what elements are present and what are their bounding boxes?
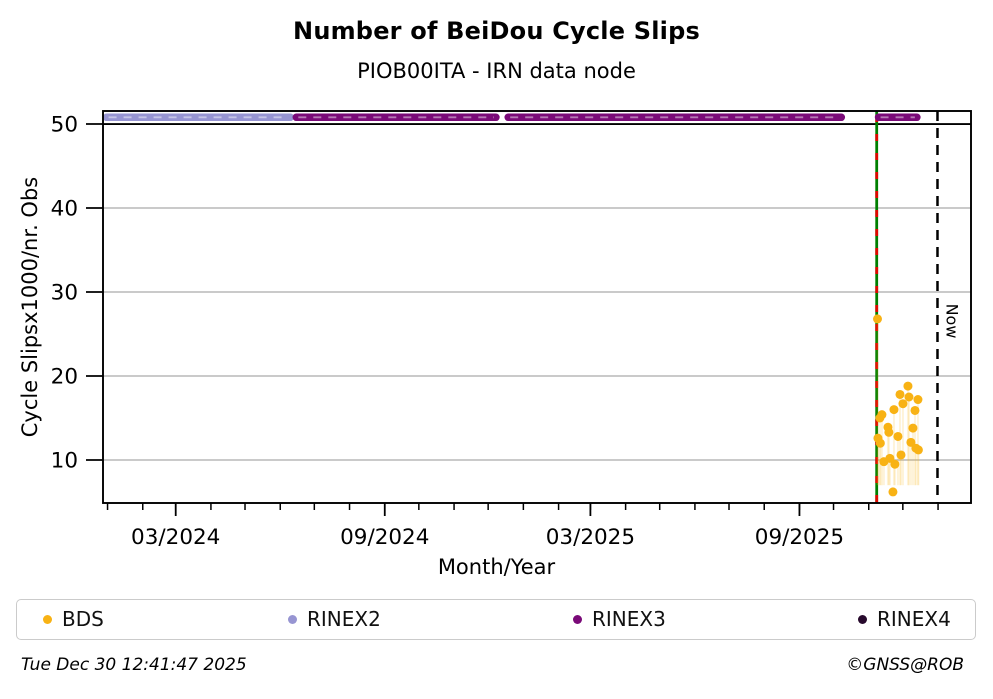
y-tick-label: 10 bbox=[51, 448, 78, 473]
bds-point bbox=[898, 399, 908, 409]
bds-point bbox=[913, 445, 923, 455]
legend-label-rinex2: RINEX2 bbox=[307, 607, 381, 631]
rinex2-marker-icon bbox=[288, 614, 297, 624]
y-tick-label: 50 bbox=[51, 113, 78, 138]
y-tick-label: 40 bbox=[51, 197, 78, 222]
legend-item-rinex3: RINEX3 bbox=[573, 600, 666, 638]
bds-point bbox=[893, 431, 903, 441]
bds-point bbox=[889, 405, 899, 415]
bds-point bbox=[879, 457, 889, 467]
bds-point bbox=[908, 423, 918, 433]
bds-point bbox=[888, 487, 898, 497]
x-tick-label: 03/2025 bbox=[546, 525, 635, 550]
bds-point bbox=[872, 314, 882, 324]
bds-marker-icon bbox=[43, 614, 52, 624]
plot-frame bbox=[102, 110, 972, 504]
y-tick-label: 20 bbox=[51, 365, 78, 390]
plot-timestamp: Tue Dec 30 12:41:47 2025 bbox=[21, 655, 247, 675]
copyright-notice: ©GNSS@ROB bbox=[846, 655, 964, 675]
bds-point bbox=[875, 413, 885, 423]
legend-item-rinex2: RINEX2 bbox=[288, 600, 381, 638]
bds-point bbox=[903, 381, 913, 391]
x-tick-label: 09/2025 bbox=[755, 525, 844, 550]
chart-legend: BDS RINEX2 RINEX3 RINEX4 bbox=[16, 599, 976, 640]
y-tick-label: 30 bbox=[51, 281, 78, 306]
bds-point bbox=[906, 437, 916, 447]
bds-point bbox=[904, 392, 914, 402]
bds-point bbox=[895, 389, 905, 399]
legend-label-rinex3: RINEX3 bbox=[592, 607, 666, 631]
legend-label-rinex4: RINEX4 bbox=[877, 607, 951, 631]
bds-point bbox=[910, 405, 920, 415]
bds-point bbox=[890, 459, 900, 469]
x-tick-label: 03/2024 bbox=[131, 525, 220, 550]
bds-point bbox=[884, 427, 894, 437]
legend-item-bds: BDS bbox=[43, 600, 104, 638]
legend-item-rinex4: RINEX4 bbox=[858, 600, 951, 638]
rinex3-marker-icon bbox=[573, 614, 582, 624]
cycle-slips-plot: 10 20 30 40 50 03/2024 09/2024 03/2025 09/2025 bbox=[51, 110, 972, 550]
bds-point bbox=[913, 395, 923, 405]
chart-title: Number of BeiDou Cycle Slips bbox=[293, 17, 700, 45]
x-axis-label: Month/Year bbox=[437, 555, 556, 579]
bds-point bbox=[875, 438, 885, 448]
rinex4-marker-icon bbox=[858, 614, 867, 624]
legend-label-bds: BDS bbox=[62, 607, 104, 631]
x-tick-label: 09/2024 bbox=[340, 525, 429, 550]
chart-subtitle: PIOB00ITA - IRN data node bbox=[357, 59, 636, 83]
bds-point bbox=[896, 450, 906, 460]
